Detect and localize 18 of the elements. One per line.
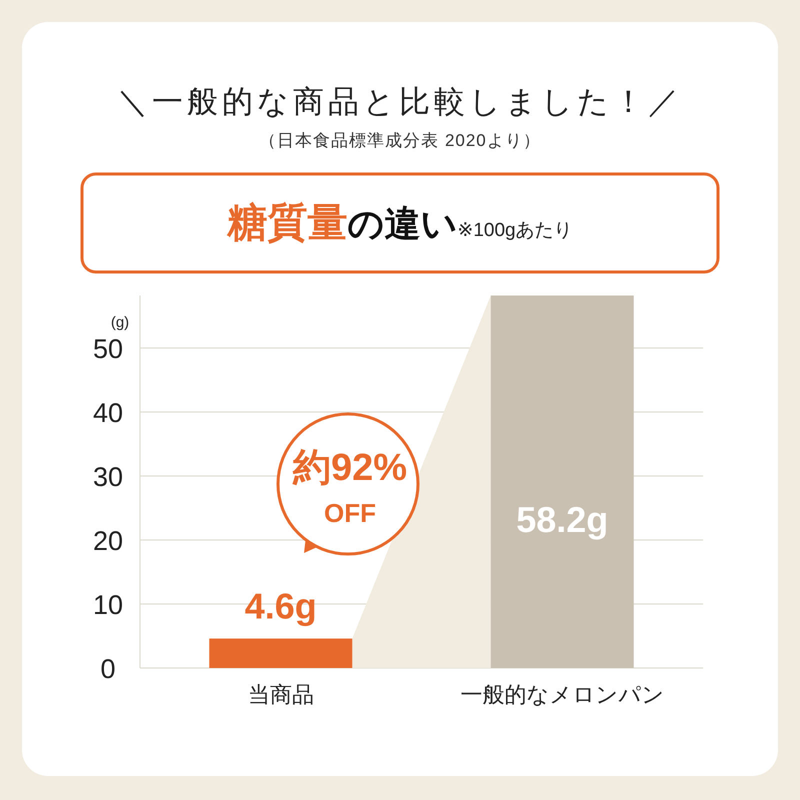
y-tick-label: 20: [92, 526, 124, 556]
data-label: 4.6g: [244, 586, 317, 627]
y-tick-label: 40: [92, 398, 124, 428]
chart-subtitle: （日本食品標準成分表 2020より）: [259, 131, 541, 150]
y-tick-label: 0: [100, 654, 116, 684]
y-tick-label: 50: [92, 334, 124, 364]
x-tick-label: 当商品: [248, 682, 314, 707]
annotation: OFF: [324, 498, 376, 528]
data-label: 58.2g: [516, 499, 608, 540]
text: 糖質量: [226, 201, 348, 245]
text: ※100gあたり: [457, 220, 573, 241]
chart-title: ＼一般的な商品と比較しました！／: [117, 84, 683, 119]
y-tick-label: 30: [92, 462, 124, 492]
y-axis-title: (g): [110, 314, 130, 331]
y-tick-label: 10: [92, 590, 124, 620]
annotation: 約92%: [292, 447, 408, 489]
text: の違い: [347, 203, 458, 244]
x-tick-label: 一般的なメロンパン: [460, 682, 664, 707]
